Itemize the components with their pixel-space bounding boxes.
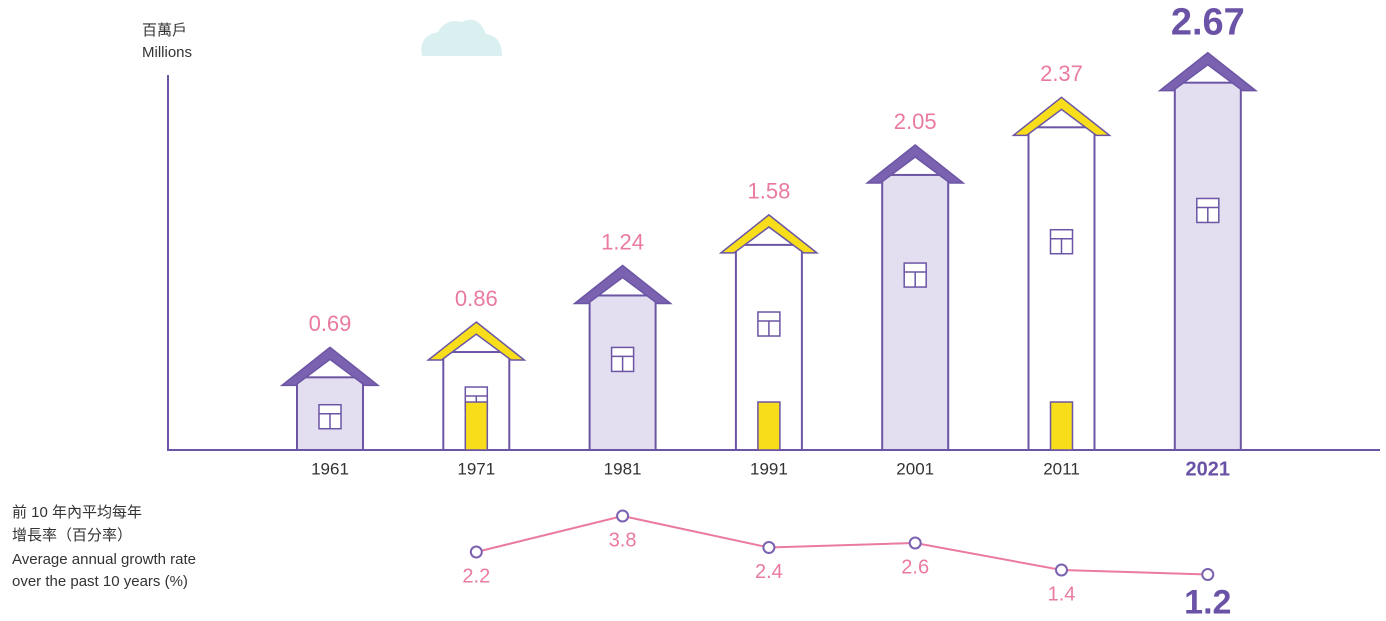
value-label: 3.8 (609, 529, 637, 551)
point (1056, 565, 1067, 576)
door (758, 402, 780, 450)
x-tick-label: 1971 (457, 459, 495, 478)
x-tick-label: 2011 (1043, 459, 1080, 478)
value-label: 1.4 (1048, 583, 1076, 605)
line-title: Average annual growth rate (12, 551, 196, 568)
house-body (1175, 83, 1241, 450)
x-tick-label: 2021 (1186, 458, 1231, 480)
cloud (421, 20, 502, 56)
value-label: 1.2 (1184, 583, 1231, 621)
growth-line (476, 516, 1208, 575)
point (910, 538, 921, 549)
value-label: 2.05 (894, 109, 937, 134)
x-tick-label: 1981 (604, 459, 642, 478)
value-label: 2.2 (462, 565, 490, 587)
value-label: 2.6 (901, 556, 929, 578)
point (617, 511, 628, 522)
value-label: 2.37 (1040, 61, 1083, 86)
x-tick-label: 2001 (896, 459, 934, 478)
house-body (590, 295, 656, 450)
value-label: 2.4 (755, 561, 783, 583)
point (1202, 569, 1213, 580)
y-axis-label: Millions (142, 44, 192, 61)
point (763, 542, 774, 553)
point (471, 547, 482, 558)
house-body (882, 175, 948, 450)
value-label: 2.67 (1171, 2, 1245, 44)
x-tick-label: 1991 (750, 459, 788, 478)
line-title: 增長率（百分率） (12, 527, 132, 544)
value-label: 1.58 (747, 179, 790, 204)
value-label: 1.24 (601, 229, 644, 254)
infographic: 百萬戶 Millions 前 10 年內平均每年 增長率（百分率） Averag… (0, 0, 1386, 621)
y-axis-label: 百萬戶 (142, 22, 187, 39)
line-title: over the past 10 years (%) (12, 573, 188, 590)
door (465, 402, 487, 450)
value-label: 0.86 (455, 286, 498, 311)
value-label: 0.69 (309, 311, 352, 336)
x-tick-label: 1961 (311, 459, 349, 478)
door (1051, 402, 1073, 450)
line-title: 前 10 年內平均每年 (12, 504, 142, 521)
